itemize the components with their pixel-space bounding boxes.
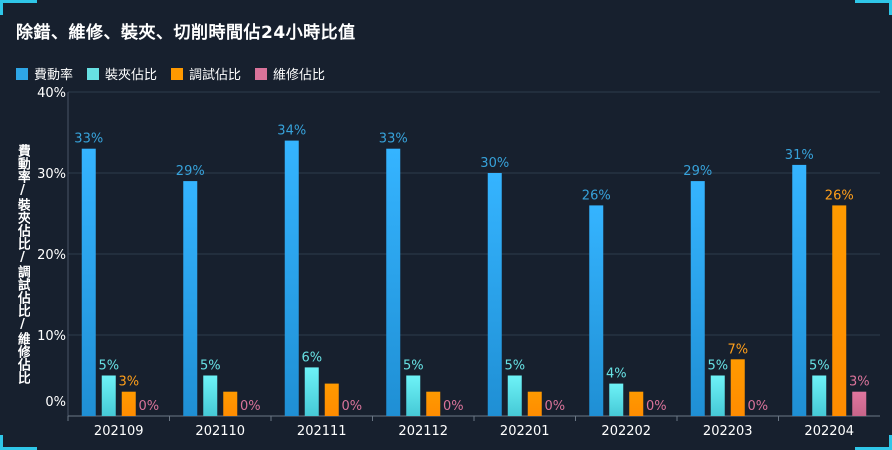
data-label-clamping-202110: 5% <box>200 359 221 374</box>
x-tick-label-202109: 202109 <box>94 424 144 439</box>
y-tick-label-40: 40% <box>37 86 66 101</box>
y-axis-label: 費動率/裝夾佔比/調試佔比/維修佔比 <box>15 144 30 384</box>
bar-debugging-202110 <box>223 391 238 416</box>
bar-debugging-202201 <box>527 391 542 416</box>
x-tick-label-202204: 202204 <box>804 424 854 439</box>
data-label-availability-202111: 34% <box>277 124 306 139</box>
data-label-repair-202111: 0% <box>341 399 362 414</box>
chart-title: 除錯、維修、裝夾、切削時間佔24小時比值 <box>16 23 356 43</box>
legend-swatch-availability <box>16 67 28 80</box>
bar-clamping-202109 <box>101 375 116 416</box>
legend-item-availability[interactable]: 費動率 <box>16 64 73 83</box>
data-label-repair-202112: 0% <box>443 399 464 414</box>
data-label-debugging-202203: 7% <box>727 342 748 357</box>
y-tick-label-0: 0% <box>45 395 66 410</box>
bar-availability-202112 <box>386 148 401 416</box>
legend-label-repair: 維修佔比 <box>273 68 326 83</box>
data-label-availability-202201: 30% <box>480 156 509 171</box>
frame-corner-bottom-right <box>855 435 892 450</box>
bar-clamping-202201 <box>507 375 522 416</box>
bar-availability-202109 <box>81 148 96 416</box>
data-label-clamping-202204: 5% <box>809 359 830 374</box>
bar-clamping-202110 <box>203 375 218 416</box>
data-label-clamping-202203: 5% <box>707 359 728 374</box>
data-label-availability-202112: 33% <box>379 132 408 147</box>
data-label-availability-202204: 31% <box>785 148 814 163</box>
data-label-availability-202203: 29% <box>683 164 712 179</box>
bar-clamping-202111 <box>304 367 319 416</box>
data-label-repair-202110: 0% <box>240 399 261 414</box>
y-tick-label-30: 30% <box>37 167 66 182</box>
data-label-repair-202204: 3% <box>849 375 870 390</box>
legend-item-repair[interactable]: 維修佔比 <box>255 64 325 83</box>
legend-item-clamping[interactable]: 裝夾佔比 <box>87 64 157 83</box>
bar-clamping-202202 <box>609 383 624 416</box>
bar-availability-202202 <box>589 205 604 416</box>
data-label-clamping-202111: 6% <box>301 350 322 365</box>
y-tick-label-10: 10% <box>37 329 66 344</box>
x-tick-label-202110: 202110 <box>195 424 245 439</box>
bar-debugging-202204 <box>832 205 847 416</box>
bar-clamping-202204 <box>812 375 827 416</box>
data-label-debugging-202109: 3% <box>118 375 139 390</box>
legend-label-clamping: 裝夾佔比 <box>105 68 158 83</box>
frame-corner-top-right <box>855 0 892 15</box>
bar-availability-202201 <box>487 173 502 416</box>
bar-availability-202204 <box>792 164 807 416</box>
chart-legend: 費動率 裝夾佔比 調試佔比 維修佔比 <box>16 64 339 83</box>
frame-corner-top-left <box>0 0 37 15</box>
data-label-clamping-202202: 4% <box>606 367 627 382</box>
x-tick-label-202203: 202203 <box>703 424 753 439</box>
data-label-availability-202202: 26% <box>582 188 611 203</box>
data-label-repair-202203: 0% <box>747 399 768 414</box>
data-label-repair-202109: 0% <box>138 399 159 414</box>
data-label-repair-202201: 0% <box>544 399 565 414</box>
frame-corner-bottom-left <box>0 435 37 450</box>
bar-clamping-202203 <box>710 375 725 416</box>
x-tick-label-202201: 202201 <box>500 424 550 439</box>
bar-availability-202111 <box>284 140 299 416</box>
data-label-debugging-202204: 26% <box>825 188 854 203</box>
data-label-availability-202109: 33% <box>74 132 103 147</box>
bar-debugging-202112 <box>426 391 441 416</box>
bar-debugging-202202 <box>629 391 644 416</box>
data-label-repair-202202: 0% <box>646 399 667 414</box>
legend-label-availability: 費動率 <box>34 68 74 83</box>
bar-availability-202203 <box>690 181 705 416</box>
x-tick-label-202112: 202112 <box>398 424 448 439</box>
x-tick-label-202111: 202111 <box>297 424 347 439</box>
bar-debugging-202109 <box>121 391 136 416</box>
data-label-clamping-202109: 5% <box>98 359 119 374</box>
legend-item-debugging[interactable]: 調試佔比 <box>171 64 241 83</box>
data-label-availability-202110: 29% <box>176 164 205 179</box>
bar-debugging-202203 <box>730 359 745 416</box>
bar-repair-202204 <box>852 391 867 416</box>
bar-clamping-202112 <box>406 375 421 416</box>
bar-availability-202110 <box>183 181 198 416</box>
bar-debugging-202111 <box>324 383 339 416</box>
legend-label-debugging: 調試佔比 <box>189 68 242 83</box>
legend-swatch-clamping <box>87 67 100 80</box>
x-tick-label-202202: 202202 <box>601 424 651 439</box>
legend-swatch-debugging <box>171 67 184 80</box>
data-label-clamping-202112: 5% <box>403 359 424 374</box>
y-tick-label-20: 20% <box>37 248 66 263</box>
data-label-clamping-202201: 5% <box>504 359 525 374</box>
legend-swatch-repair <box>255 67 268 80</box>
